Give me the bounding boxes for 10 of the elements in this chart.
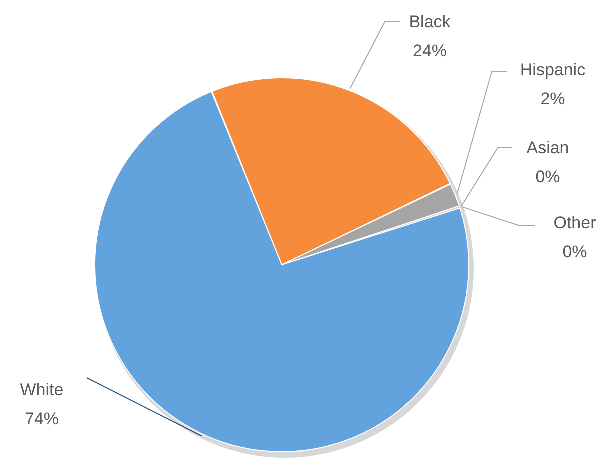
slice-label: Hispanic — [520, 60, 586, 80]
legend-label: Other — [554, 214, 597, 232]
text: 0% — [562, 242, 588, 262]
text: 0% — [536, 168, 560, 186]
slice-label: Black — [409, 12, 452, 32]
slice-label: White — [20, 380, 64, 400]
data-label: 2% — [540, 90, 566, 108]
category-label: Asian — [526, 138, 570, 158]
data-label: 74% — [24, 410, 60, 428]
data-label: 24% — [412, 42, 448, 60]
